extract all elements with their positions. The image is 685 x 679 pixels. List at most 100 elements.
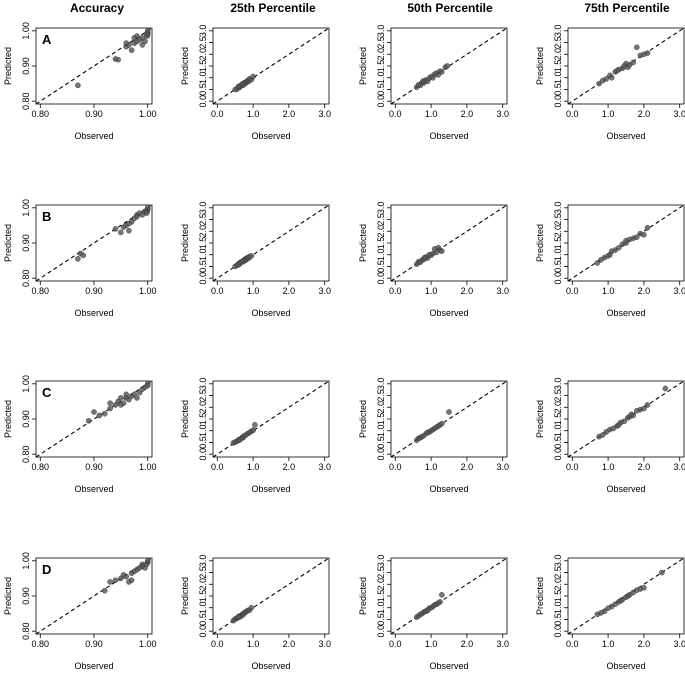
y-tick-label: 0.0 [553,448,563,461]
y-tick-label: 2.0 [553,225,563,238]
plot-frame [212,557,330,635]
x-tick-label: 0.80 [32,286,50,296]
reference-line [212,557,330,635]
y-tick-label: 1.5 [376,60,386,73]
reference-line [390,557,508,635]
data-point [444,63,451,69]
x-tick-label: 1.0 [602,462,615,472]
x-tick-label: 3.0 [496,286,509,296]
y-tick-label: 3.0 [553,378,563,391]
y-tick-label: 0.5 [553,83,563,96]
plot-frame [212,204,330,282]
data-point [616,422,622,428]
data-point [662,385,669,392]
y-tick-label: 0.0 [376,272,386,285]
data-point [628,411,635,418]
reference-line [567,380,685,458]
panel-D-p75: 0.0 1.0 2.0 3.00.00.51.01.52.02.53.0Observe… [535,555,685,671]
x-axis-label: Observed [74,308,113,318]
reference-line [212,27,330,105]
reference-line [212,380,330,458]
x-tick-label: 2.0 [638,109,651,119]
y-tick-label: 0.0 [376,448,386,461]
y-tick-label: 1.00 [21,552,31,570]
data-point [123,40,130,46]
x-axis-label: Observed [74,661,113,671]
y-tick-label: 1.0 [376,248,386,261]
y-tick-label: 0.0 [553,625,563,638]
y-tick-label: 3.0 [376,202,386,215]
x-tick-label: 0.90 [85,286,103,296]
y-tick-label: 3.0 [198,202,208,215]
data-point [616,244,622,251]
y-tick-label: 3.0 [553,25,563,38]
y-tick-label: 2.5 [198,566,208,579]
y-tick-label: 0.0 [553,272,563,285]
x-tick-label: 3.0 [673,109,685,119]
data-point [250,73,256,80]
data-point [624,593,631,599]
plot-frame [390,557,508,635]
y-axis-label: Predicted [358,224,368,262]
x-tick-label: 1.0 [425,109,438,119]
data-point [601,608,608,615]
y-tick-label: 1.0 [553,71,563,84]
x-tick-label: 0.0 [211,639,224,649]
x-tick-label: 0.0 [389,109,402,119]
y-tick-label: 0.90 [21,410,31,428]
x-tick-label: 0.90 [85,462,103,472]
y-tick-label: 2.0 [376,401,386,414]
panel-B-accuracy: 0.80 0.90 1.00 0.80 0.90 1.00 Observed Predicte… [3,199,156,318]
data-point [236,437,243,443]
data-point [621,63,628,69]
x-tick-label: 2.0 [638,639,651,649]
column-title-50th-percentile: 50th Percentile [407,1,493,15]
y-tick-label: 1.5 [553,413,563,426]
y-tick-label: 0.80 [21,622,31,640]
column-title-accuracy: Accuracy [70,1,124,15]
y-axis-label: Predicted [3,400,13,438]
y-tick-label: 0.80 [21,92,31,110]
y-tick-label: 1.0 [376,71,386,84]
data-point [115,56,121,63]
y-axis-label: Predicted [3,224,13,262]
y-axis-label: Predicted [358,47,368,85]
data-point [623,237,629,244]
data-point [118,395,124,401]
x-axis-label: Observed [429,308,468,318]
x-tick-label: 2.0 [461,109,474,119]
x-axis-label: Observed [606,484,645,494]
x-axis-label: Observed [606,661,645,671]
data-point [107,579,113,585]
plot-frame [390,380,508,458]
y-axis-label: Predicted [180,400,190,438]
y-tick-label: 1.5 [198,237,208,250]
y-tick-label: 2.0 [198,401,208,414]
x-tick-label: 0.0 [211,462,224,472]
y-tick-label: 0.80 [21,269,31,287]
y-tick-label: 0.5 [553,436,563,449]
row-label-B: B [42,209,51,224]
x-tick-label: 2.0 [283,639,296,649]
x-tick-label: 3.0 [673,639,685,649]
y-tick-label: 0.5 [198,613,208,626]
x-axis-label: Observed [251,661,290,671]
y-tick-label: 1.00 [21,199,31,217]
data-point [644,402,651,408]
x-tick-label: 1.0 [602,286,615,296]
data-point [112,226,119,232]
y-tick-label: 0.5 [376,83,386,96]
y-tick-label: 2.5 [553,566,563,579]
y-tick-label: 0.90 [21,57,31,75]
data-point [143,210,150,216]
data-point [235,261,242,268]
y-axis-label: Predicted [180,224,190,262]
y-tick-label: 0.0 [376,95,386,108]
column-title-75th-percentile: 75th Percentile [584,1,670,15]
data-point [608,74,615,81]
data-point [123,395,130,401]
row-label-D: D [42,562,51,577]
x-tick-label: 3.0 [318,639,331,649]
x-tick-label: 2.0 [461,286,474,296]
